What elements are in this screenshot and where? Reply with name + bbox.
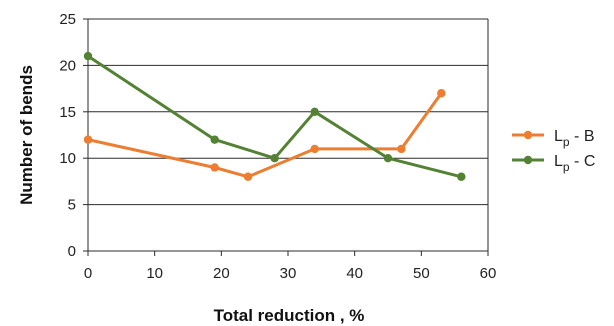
data-point [437, 89, 446, 98]
y-tick-label: 15 [59, 104, 76, 121]
series-line [86, 54, 463, 179]
data-point [397, 144, 406, 154]
legend-label-suffix: - B [570, 128, 595, 145]
x-tick-label: 60 [480, 265, 497, 282]
y-axis-title: Number of bends [17, 65, 36, 205]
data-point [83, 51, 93, 61]
legend-label-main: L [554, 153, 563, 170]
gridlines [88, 18, 489, 251]
y-tick-labels: 0 5 10 15 20 25 [59, 11, 76, 260]
x-tick-label: 40 [346, 265, 363, 282]
x-axis-title: Total reduction , % [214, 306, 365, 325]
data-point [270, 154, 279, 163]
y-tick-label: 5 [68, 197, 76, 214]
y-tick-label: 25 [59, 11, 76, 28]
y-tick-label: 20 [59, 57, 76, 74]
x-tick-label: 10 [146, 265, 163, 282]
data-point [383, 154, 393, 163]
legend-label-subscript: p [563, 160, 570, 174]
data-point [457, 172, 466, 181]
data-point [83, 135, 93, 144]
series-lp-c [83, 51, 466, 181]
legend-swatch-marker [523, 130, 533, 140]
legend: Lp - BLp - C [512, 128, 595, 174]
data-point [310, 107, 319, 117]
data-point [310, 144, 319, 154]
legend-label: Lp - C [554, 153, 595, 174]
x-tick-label: 20 [213, 265, 230, 282]
x-tick-labels: 0 10 20 30 40 50 60 [84, 265, 497, 282]
x-tick-label: 50 [413, 265, 430, 282]
y-tick-label: 0 [68, 243, 76, 260]
legend-label-subscript: p [563, 135, 570, 149]
legend-swatch-marker [523, 155, 533, 165]
series-group [83, 51, 466, 181]
legend-item-lp-b: Lp - B [512, 128, 594, 149]
legend-label: Lp - B [554, 128, 594, 149]
x-tick-label: 30 [280, 265, 297, 282]
series-line [86, 91, 443, 179]
data-point [210, 163, 219, 172]
data-point [243, 172, 253, 181]
y-tick-label: 10 [59, 150, 76, 167]
legend-label-main: L [554, 128, 563, 145]
legend-item-lp-c: Lp - C [512, 153, 595, 174]
legend-label-suffix: - C [570, 153, 596, 170]
data-point [210, 135, 219, 144]
axes [83, 18, 489, 256]
series-lp-b [83, 89, 446, 181]
x-tick-label: 0 [84, 265, 92, 282]
